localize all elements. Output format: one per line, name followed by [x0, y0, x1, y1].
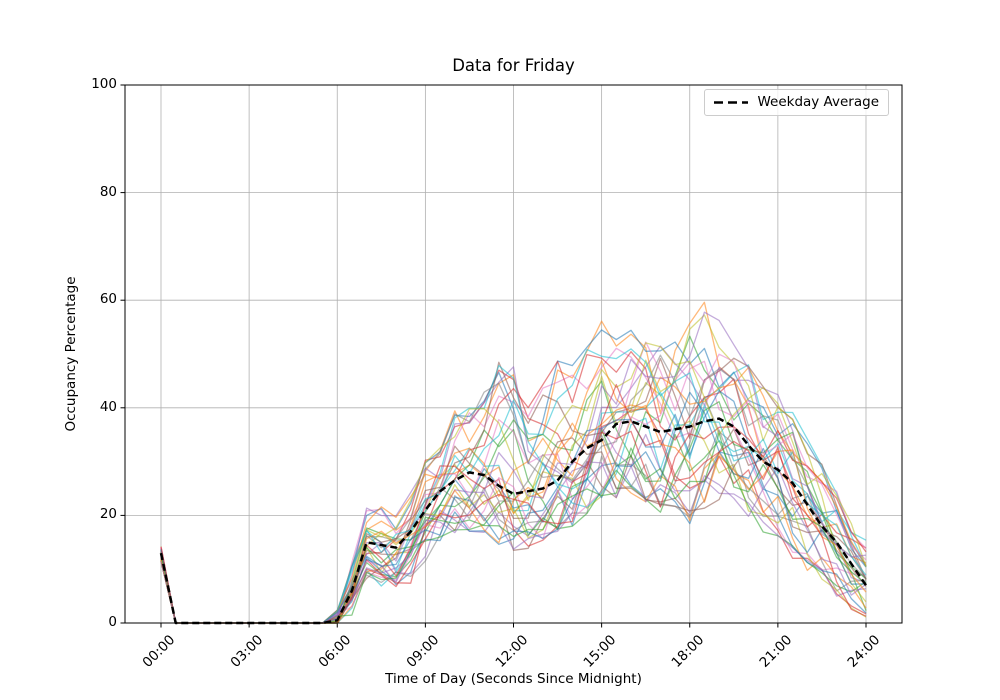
y-tick-label: 80	[99, 183, 117, 200]
y-tick-label: 60	[99, 291, 117, 308]
y-tick-label: 100	[91, 76, 117, 92]
legend: Weekday Average	[704, 89, 889, 116]
axes-frame	[124, 84, 903, 624]
legend-label: Weekday Average	[757, 94, 879, 110]
y-tick-label: 40	[99, 398, 117, 415]
y-tick-label: 0	[108, 614, 117, 630]
y-tick-label: 20	[99, 506, 117, 523]
legend-dashed-line-icon	[714, 100, 749, 104]
x-axis-label: Time of Day (Seconds Since Midnight)	[385, 671, 642, 687]
chart-title: Data for Friday	[452, 56, 575, 75]
